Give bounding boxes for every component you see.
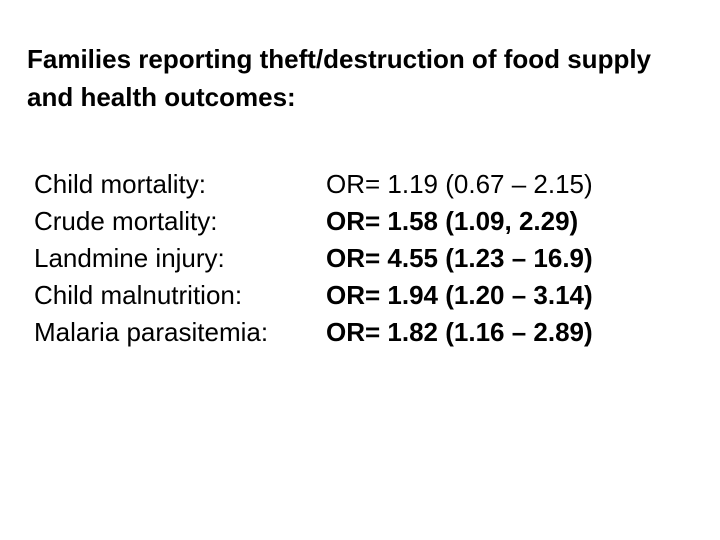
odds-ratio-value: OR= 4.55 (1.23 – 16.9)	[326, 243, 593, 273]
outcome-label: Child malnutrition:	[34, 280, 243, 310]
outcome-row-child-malnutrition: Child malnutrition: OR= 1.94 (1.20 – 3.1…	[34, 277, 694, 314]
odds-ratio-value: OR= 1.94 (1.20 – 3.14)	[326, 280, 593, 310]
odds-ratio-value: OR= 1.58 (1.09, 2.29)	[326, 206, 579, 236]
outcome-label: Malaria parasitemia:	[34, 317, 269, 347]
outcome-label: Child mortality:	[34, 169, 206, 199]
outcome-row-child-mortality: Child mortality: OR= 1.19 (0.67 – 2.15)	[34, 166, 694, 203]
slide-title: Families reporting theft/destruction of …	[27, 44, 652, 112]
odds-ratio-value: OR= 1.82 (1.16 – 2.89)	[326, 317, 593, 347]
outcome-row-malaria-parasitemia: Malaria parasitemia: OR= 1.82 (1.16 – 2.…	[34, 314, 694, 351]
outcome-label: Landmine injury:	[34, 243, 225, 273]
outcome-row-landmine-injury: Landmine injury: OR= 4.55 (1.23 – 16.9)	[34, 240, 694, 277]
outcome-row-crude-mortality: Crude mortality: OR= 1.58 (1.09, 2.29)	[34, 203, 694, 240]
odds-ratio-value: OR= 1.19 (0.67 – 2.15)	[326, 169, 593, 199]
outcome-label: Crude mortality:	[34, 206, 218, 236]
outcome-list: Child mortality: OR= 1.19 (0.67 – 2.15) …	[34, 166, 694, 351]
